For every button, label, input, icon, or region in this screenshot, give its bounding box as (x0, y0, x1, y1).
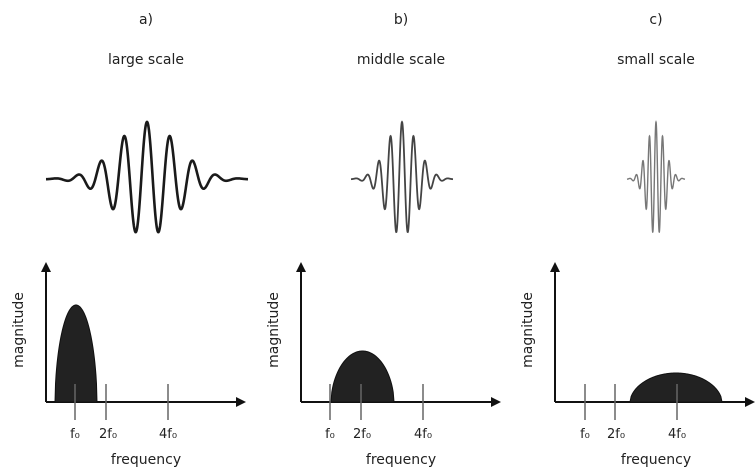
tick-label-2f0-c: 2f₀ (607, 427, 625, 442)
x-axis-label-a: frequency (111, 452, 181, 468)
panel-c: c) small scale f₀ 2f₀ 4f₀ frequency magn… (520, 12, 755, 468)
y-axis-label-a: magnitude (11, 292, 27, 368)
panel-a: a) large scale f₀ 2f₀ 4f₀ frequency magn… (11, 12, 249, 468)
tick-label-f0-b: f₀ (325, 427, 335, 442)
wavelet-small-scale (626, 120, 686, 234)
panel-title-b: middle scale (357, 52, 445, 68)
tick-label-4f0-c: 4f₀ (668, 427, 686, 442)
x-axis-label-c: frequency (621, 452, 691, 468)
spectrum-hump-c (629, 372, 723, 403)
tick-label-f0-a: f₀ (70, 427, 80, 442)
y-axis-label-b: magnitude (266, 292, 282, 368)
panel-letter-a: a) (139, 12, 153, 28)
wavelet-middle-scale (350, 120, 454, 234)
panel-title-c: small scale (617, 52, 695, 68)
x-axis-label-b: frequency (366, 452, 436, 468)
y-axis-label-c: magnitude (520, 292, 536, 368)
panel-letter-b: b) (394, 12, 408, 28)
tick-label-4f0-b: 4f₀ (414, 427, 432, 442)
spectrum-hump-a (54, 304, 98, 403)
spectrum-hump-b (330, 350, 395, 403)
tick-label-f0-c: f₀ (580, 427, 590, 442)
tick-label-2f0-b: 2f₀ (353, 427, 371, 442)
wavelet-large-scale (45, 120, 249, 234)
panel-b: b) middle scale f₀ 2f₀ 4f₀ frequency mag… (266, 12, 501, 468)
tick-label-4f0-a: 4f₀ (159, 427, 177, 442)
panel-letter-c: c) (649, 12, 662, 28)
tick-label-2f0-a: 2f₀ (99, 427, 117, 442)
panel-title-a: large scale (108, 52, 184, 68)
